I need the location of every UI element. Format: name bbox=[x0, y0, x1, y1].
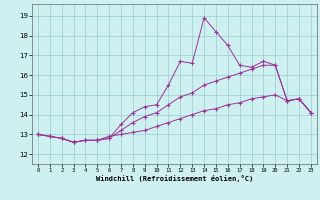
X-axis label: Windchill (Refroidissement éolien,°C): Windchill (Refroidissement éolien,°C) bbox=[96, 175, 253, 182]
